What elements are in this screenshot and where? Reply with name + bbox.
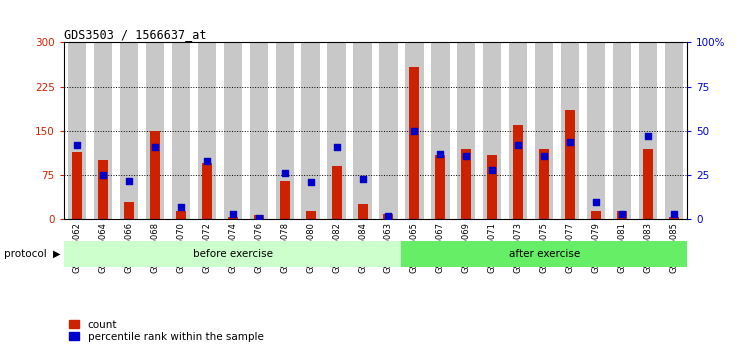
Bar [176,211,185,219]
Bar [409,67,420,219]
Bar [119,42,138,219]
Point [357,176,369,182]
Bar [487,155,497,219]
Point [538,153,550,159]
Text: protocol: protocol [4,249,47,259]
Point [617,211,629,217]
Bar [198,42,216,219]
Bar [331,166,342,219]
Bar [539,149,549,219]
Point [252,215,264,221]
Bar [457,42,475,219]
Bar [566,110,575,219]
Bar [484,42,502,219]
Bar [72,152,82,219]
Bar [68,42,86,219]
Bar [384,213,394,219]
Point [227,211,239,217]
Bar [306,211,315,219]
Bar [402,241,687,267]
Point [590,199,602,205]
Point [149,144,161,150]
Point [460,153,472,159]
Bar [509,42,527,219]
Point [97,172,109,178]
Text: after exercise: after exercise [508,249,580,259]
Point [564,139,576,144]
Bar [146,42,164,219]
Point [487,167,499,173]
Bar [228,217,237,219]
Bar [643,149,653,219]
Bar [276,42,294,219]
Bar [431,42,450,219]
Point [201,158,213,164]
Bar [357,204,367,219]
Bar [617,211,627,219]
Legend: count, percentile rank within the sample: count, percentile rank within the sample [69,320,264,342]
Point [382,213,394,219]
Text: GDS3503 / 1566637_at: GDS3503 / 1566637_at [64,28,207,41]
Bar [591,211,602,219]
Bar [202,164,212,219]
Point [122,178,134,183]
Bar [172,42,190,219]
Bar [249,42,267,219]
Text: ▶: ▶ [53,249,60,259]
Bar [461,149,472,219]
Bar [514,125,523,219]
Bar [436,155,445,219]
Bar [613,42,632,219]
Bar [587,42,605,219]
Bar [665,42,683,219]
Point [642,133,654,139]
Point [668,211,680,217]
Point [434,151,446,157]
Bar [224,42,242,219]
Bar [561,42,579,219]
Bar [124,202,134,219]
Bar [254,215,264,219]
Bar [301,42,320,219]
Bar [149,131,160,219]
Bar [669,217,679,219]
Point [175,204,187,210]
Point [71,142,83,148]
Bar [279,181,290,219]
Bar [379,42,397,219]
Bar [535,42,553,219]
Point [330,144,342,150]
Bar [639,42,657,219]
Point [305,179,317,185]
Point [279,171,291,176]
Bar [64,241,402,267]
Bar [327,42,345,219]
Bar [406,42,424,219]
Bar [354,42,372,219]
Point [409,128,421,134]
Bar [98,160,108,219]
Bar [94,42,112,219]
Text: before exercise: before exercise [193,249,273,259]
Point [512,142,524,148]
